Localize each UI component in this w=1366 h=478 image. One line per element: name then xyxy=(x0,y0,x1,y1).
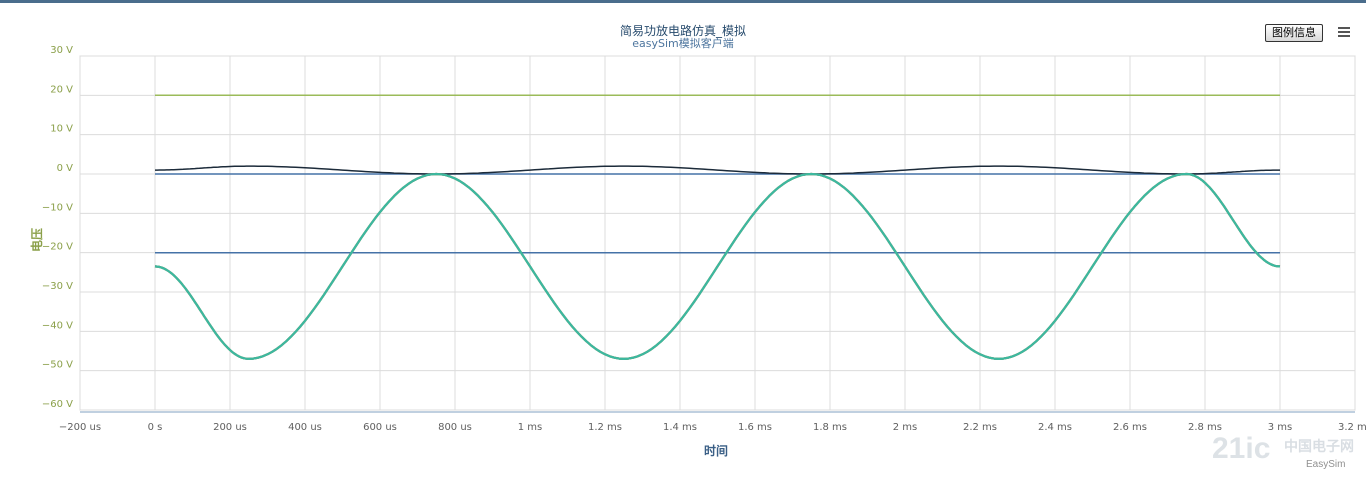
y-tick-label: 30 V xyxy=(50,45,73,56)
menu-icon[interactable] xyxy=(1336,25,1352,39)
x-tick-label: 400 us xyxy=(288,422,322,433)
x-tick-label: 3 ms xyxy=(1268,422,1293,433)
top-border xyxy=(0,0,1366,3)
y-tick-label: 20 V xyxy=(50,84,73,95)
y-axis-label: 电压 xyxy=(29,228,44,252)
y-tick-label: −40 V xyxy=(42,320,73,331)
chart-subtitle: easySim模拟客户端 xyxy=(632,37,734,50)
y-tick-label: −60 V xyxy=(42,399,73,410)
x-tick-label: 2.4 ms xyxy=(1038,422,1072,433)
series-line-3 xyxy=(155,165,1280,175)
x-tick-label: 1 ms xyxy=(518,422,543,433)
x-tick-label: 2 ms xyxy=(893,422,918,433)
x-tick-label: 2.2 ms xyxy=(963,422,997,433)
plot-area-border xyxy=(79,55,1356,411)
x-tick-label: 600 us xyxy=(363,422,397,433)
y-tick-label: 0 V xyxy=(57,163,74,174)
series-line-6 xyxy=(154,172,1281,360)
x-tick-label: 800 us xyxy=(438,422,472,433)
x-tick-label: 1.4 ms xyxy=(663,422,697,433)
x-tick-label: 200 us xyxy=(213,422,247,433)
x-tick-label: 1.2 ms xyxy=(588,422,622,433)
y-tick-label: 10 V xyxy=(50,124,73,135)
x-tick-label: −200 us xyxy=(59,422,101,433)
y-tick-label: −20 V xyxy=(42,242,73,253)
x-axis-label: 时间 xyxy=(704,443,728,458)
watermark: 21ic xyxy=(1212,432,1271,465)
x-tick-label: 2.6 ms xyxy=(1113,422,1147,433)
y-tick-label: −10 V xyxy=(42,202,73,213)
x-tick-label: 2.8 ms xyxy=(1188,422,1222,433)
x-tick-label: 1.6 ms xyxy=(738,422,772,433)
x-tick-label: 1.8 ms xyxy=(813,422,847,433)
credit-text: EasySim xyxy=(1306,459,1346,470)
x-tick-label: 0 s xyxy=(148,422,163,433)
legend-info-button[interactable]: 图例信息 xyxy=(1265,24,1323,42)
y-tick-label: −50 V xyxy=(42,360,73,371)
y-tick-label: −30 V xyxy=(42,281,73,292)
watermark-sub: 中国电子网 xyxy=(1284,439,1354,455)
x-tick-label: 3.2 ms xyxy=(1338,422,1366,433)
chart-title: 简易功放电路仿真_模拟 xyxy=(619,24,746,38)
